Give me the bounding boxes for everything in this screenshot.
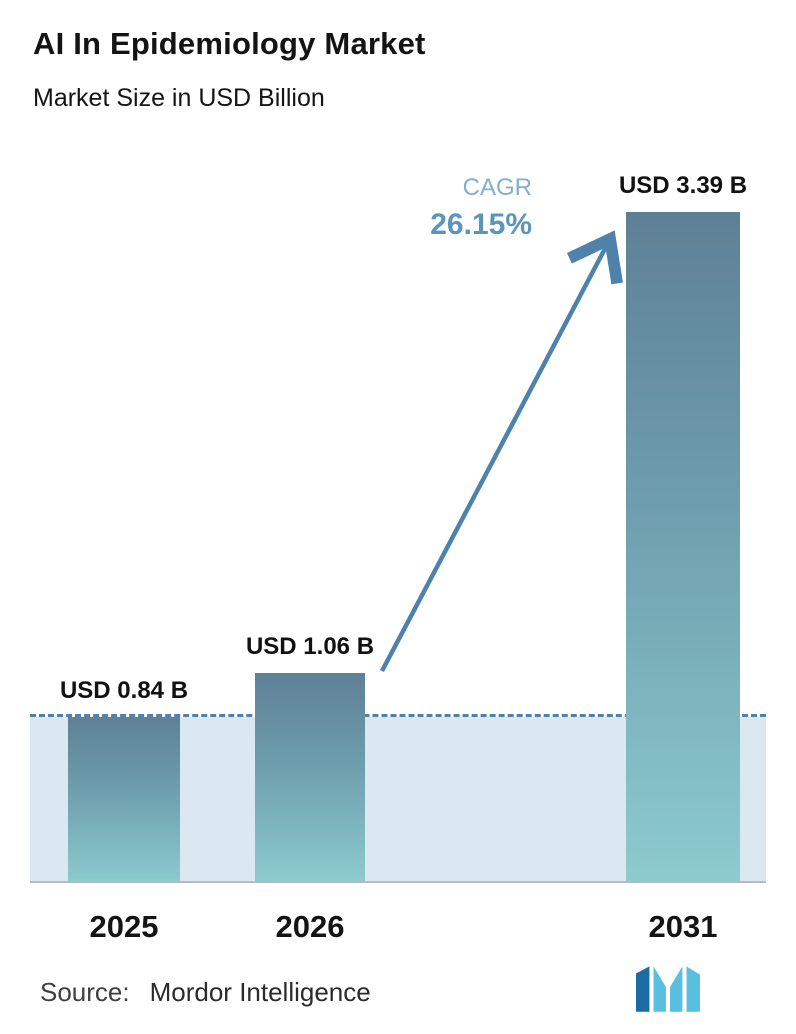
bar [68,717,180,883]
logo-shape-mid-left [653,966,666,1012]
x-axis-label: 2026 [275,909,345,944]
source-row: Source: Mordor Intelligence [40,977,371,1008]
page-subtitle: Market Size in USD Billion [33,84,325,112]
bar-value-label: USD 1.06 B [245,633,375,660]
logo-shape-dark [636,966,650,1012]
bar-value-label: USD 3.39 B [618,172,748,199]
cagr-label: CAGR [462,174,532,201]
bar [626,212,740,883]
cagr-arrow-line [380,243,608,673]
source-name: Mordor Intelligence [149,977,371,1007]
bar-group: USD 3.39 B 2031 [619,172,747,944]
bar-group: USD 0.84 B 2025 [60,677,188,944]
logo-shape-right [686,966,700,1012]
x-axis-line [30,881,766,883]
bar-group: USD 1.06 B 2026 [246,633,374,944]
reference-dashed-line [30,714,766,717]
x-axis-label: 2031 [648,909,718,944]
cagr-value: 26.15% [430,208,532,241]
mordor-intelligence-logo [636,966,700,1012]
plot-area: USD 0.84 B 2025 USD 1.06 B 2026 USD 3.39 B 20… [30,172,766,944]
x-axis-label: 2025 [89,909,159,944]
cagr-annotation: CAGR 26.15% [390,174,532,242]
page-title: AI In Epidemiology Market [33,26,426,61]
source-label: Source: [40,977,130,1007]
logo-shape-mid-right [670,966,683,1012]
bar-value-label: USD 0.84 B [59,677,189,704]
bar [255,673,365,883]
